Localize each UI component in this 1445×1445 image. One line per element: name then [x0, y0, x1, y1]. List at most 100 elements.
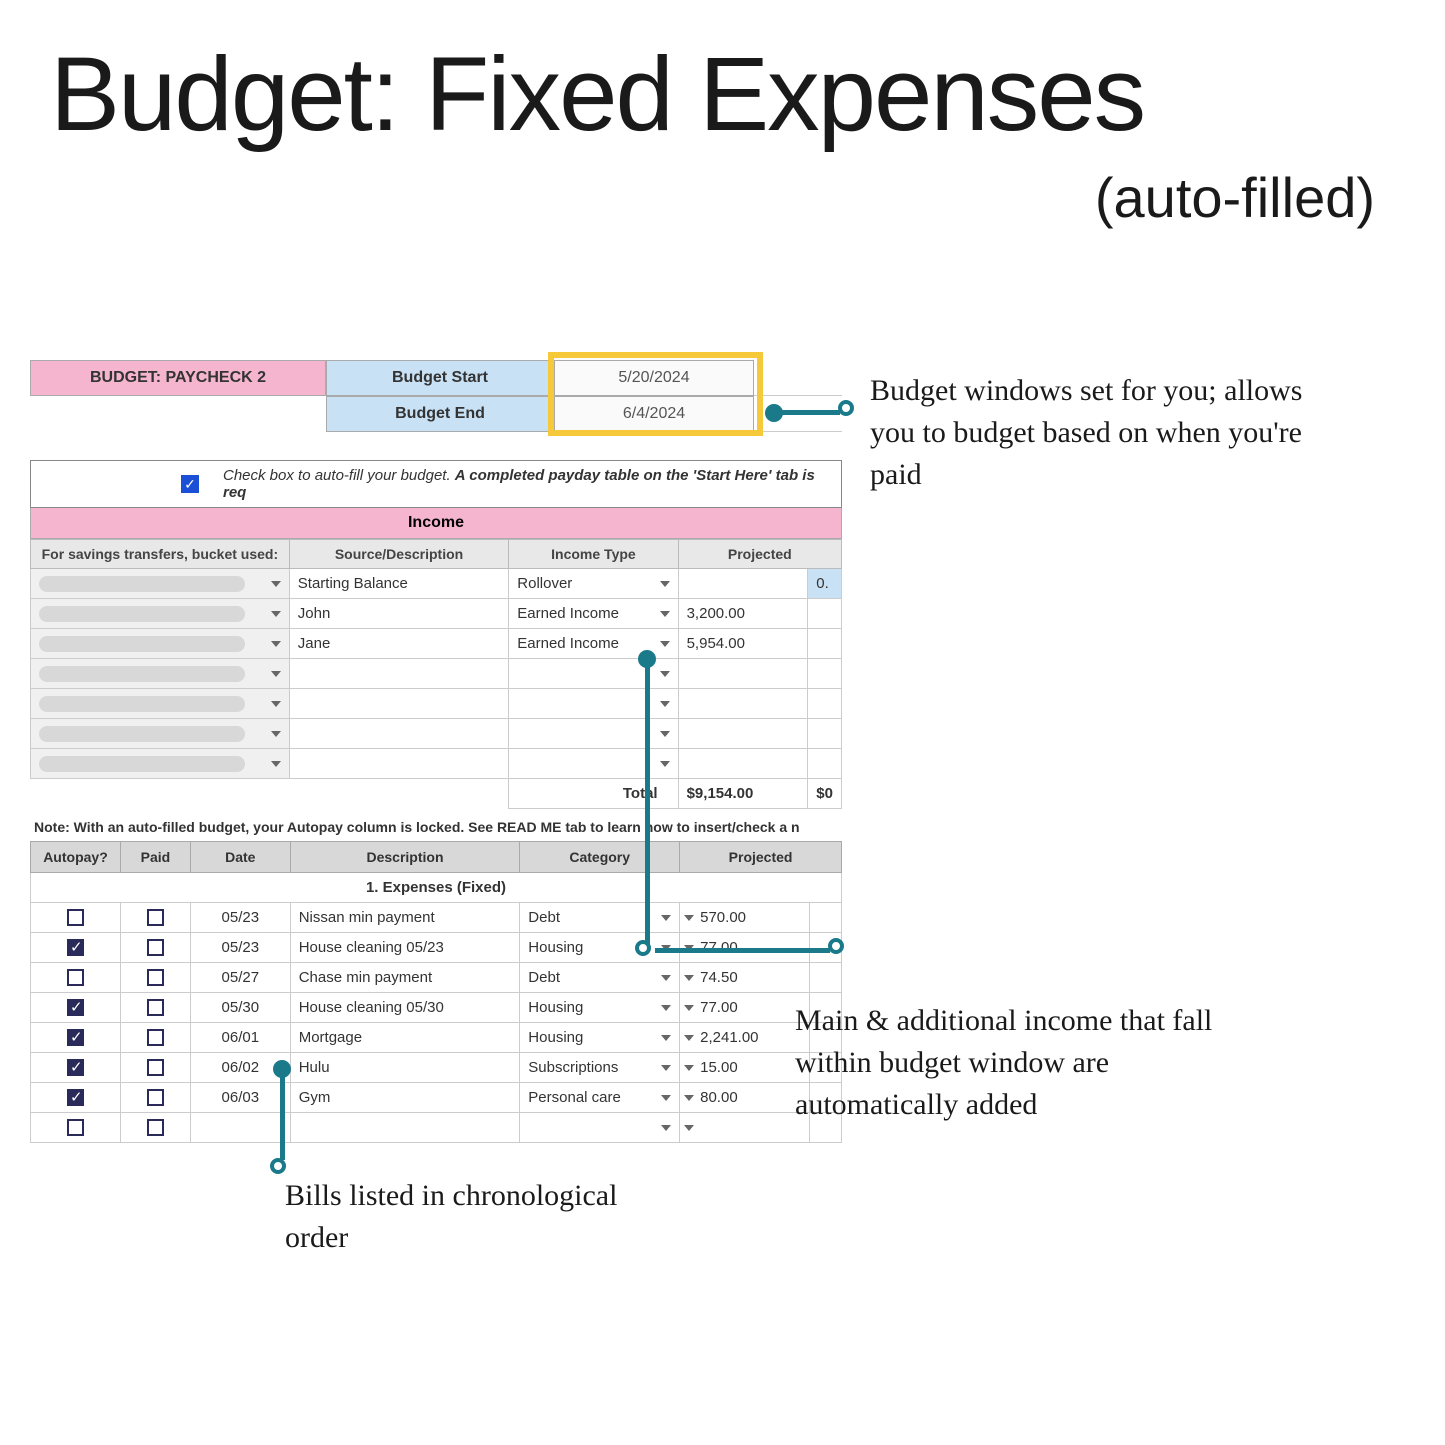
date-cell[interactable]	[190, 1113, 290, 1143]
projected-cell[interactable]: 2,241.00	[680, 1023, 810, 1053]
projected-cell[interactable]	[678, 569, 808, 599]
connector-dot	[765, 404, 783, 422]
projected-cell[interactable]: 80.00	[680, 1083, 810, 1113]
income-type-dropdown[interactable]	[509, 719, 678, 749]
date-cell[interactable]: 06/03	[190, 1083, 290, 1113]
bucket-dropdown[interactable]	[31, 719, 290, 749]
annotation-bills-order: Bills listed in chronological order	[285, 1175, 635, 1259]
chevron-down-icon	[271, 761, 281, 767]
bucket-dropdown[interactable]	[31, 599, 290, 629]
income-total-row: Total $9,154.00 $0	[31, 779, 842, 809]
projected-cell[interactable]: 5,954.00	[678, 629, 808, 659]
projected-cell[interactable]	[678, 749, 808, 779]
date-cell[interactable]: 06/01	[190, 1023, 290, 1053]
chevron-down-icon	[660, 671, 670, 677]
paid-checkbox[interactable]	[120, 1083, 190, 1113]
description-cell[interactable]: Hulu	[290, 1053, 520, 1083]
autopay-checkbox[interactable]	[31, 903, 121, 933]
income-type-dropdown[interactable]: Earned Income	[509, 599, 678, 629]
bucket-dropdown[interactable]	[31, 689, 290, 719]
col-source: Source/Description	[289, 540, 508, 569]
chevron-down-icon	[661, 1125, 671, 1131]
projected-cell[interactable]	[678, 719, 808, 749]
autopay-checkbox[interactable]	[31, 1083, 121, 1113]
category-dropdown[interactable]: Housing	[520, 993, 680, 1023]
paid-checkbox[interactable]	[120, 1113, 190, 1143]
category-dropdown[interactable]: Debt	[520, 903, 680, 933]
projected-cell[interactable]: 570.00	[680, 903, 810, 933]
source-cell[interactable]	[289, 719, 508, 749]
date-cell[interactable]: 05/23	[190, 933, 290, 963]
budget-start-date[interactable]: 5/20/2024	[554, 360, 754, 396]
paid-checkbox[interactable]	[120, 933, 190, 963]
projected-cell[interactable]: 15.00	[680, 1053, 810, 1083]
connector-ring	[270, 1158, 286, 1174]
paid-checkbox[interactable]	[120, 903, 190, 933]
source-cell[interactable]: Starting Balance	[289, 569, 508, 599]
autopay-checkbox[interactable]	[31, 993, 121, 1023]
bucket-dropdown[interactable]	[31, 659, 290, 689]
bucket-dropdown[interactable]	[31, 569, 290, 599]
category-dropdown[interactable]: Subscriptions	[520, 1053, 680, 1083]
description-cell[interactable]: House cleaning 05/23	[290, 933, 520, 963]
autopay-checkbox[interactable]	[31, 1023, 121, 1053]
col-bucket: For savings transfers, bucket used:	[31, 540, 290, 569]
autopay-checkbox[interactable]	[31, 963, 121, 993]
projected-cell[interactable]	[680, 1113, 810, 1143]
projected-cell[interactable]: 3,200.00	[678, 599, 808, 629]
right-edge-cell	[809, 963, 841, 993]
description-cell[interactable]: House cleaning 05/30	[290, 993, 520, 1023]
income-row: JohnEarned Income3,200.00	[31, 599, 842, 629]
connector-line	[280, 1070, 285, 1160]
income-type-dropdown[interactable]	[509, 689, 678, 719]
projected-cell[interactable]: 77.00	[680, 993, 810, 1023]
autofill-checkbox[interactable]	[181, 475, 199, 493]
col-category: Category	[520, 842, 680, 873]
category-dropdown[interactable]: Personal care	[520, 1083, 680, 1113]
chevron-down-icon	[661, 1095, 671, 1101]
annotation-budget-windows: Budget windows set for you; allows you t…	[870, 370, 1320, 496]
source-cell[interactable]: John	[289, 599, 508, 629]
expense-row: 05/23Nissan min paymentDebt570.00	[31, 903, 842, 933]
description-cell[interactable]	[290, 1113, 520, 1143]
source-cell[interactable]	[289, 689, 508, 719]
source-cell[interactable]	[289, 659, 508, 689]
income-type-dropdown[interactable]: Rollover	[509, 569, 678, 599]
category-dropdown[interactable]: Debt	[520, 963, 680, 993]
date-cell[interactable]: 05/30	[190, 993, 290, 1023]
autopay-checkbox[interactable]	[31, 1053, 121, 1083]
source-cell[interactable]: Jane	[289, 629, 508, 659]
category-dropdown[interactable]: Housing	[520, 1023, 680, 1053]
description-cell[interactable]: Mortgage	[290, 1023, 520, 1053]
date-cell[interactable]: 05/27	[190, 963, 290, 993]
paid-checkbox[interactable]	[120, 1023, 190, 1053]
date-cell[interactable]: 05/23	[190, 903, 290, 933]
paid-checkbox[interactable]	[120, 993, 190, 1023]
chevron-down-icon	[271, 731, 281, 737]
chevron-down-icon	[271, 641, 281, 647]
description-cell[interactable]: Nissan min payment	[290, 903, 520, 933]
projected-cell[interactable]	[678, 659, 808, 689]
income-total-value: $9,154.00	[678, 779, 808, 809]
col-exp-projected: Projected	[680, 842, 842, 873]
bucket-dropdown[interactable]	[31, 749, 290, 779]
description-cell[interactable]: Chase min payment	[290, 963, 520, 993]
autopay-checkbox[interactable]	[31, 933, 121, 963]
chevron-down-icon	[661, 915, 671, 921]
paid-checkbox[interactable]	[120, 1053, 190, 1083]
income-header: Income	[30, 508, 842, 539]
paid-checkbox[interactable]	[120, 963, 190, 993]
budget-end-date[interactable]: 6/4/2024	[554, 396, 754, 432]
autopay-checkbox[interactable]	[31, 1113, 121, 1143]
income-type-dropdown[interactable]	[509, 749, 678, 779]
description-cell[interactable]: Gym	[290, 1083, 520, 1113]
connector-line	[645, 660, 650, 950]
category-dropdown[interactable]	[520, 1113, 680, 1143]
income-row: Starting BalanceRollover0.	[31, 569, 842, 599]
autofill-text: Check box to auto-fill your budget. A co…	[223, 467, 831, 501]
source-cell[interactable]	[289, 749, 508, 779]
projected-cell[interactable]	[678, 689, 808, 719]
bucket-dropdown[interactable]	[31, 629, 290, 659]
expense-row: 06/02HuluSubscriptions15.00	[31, 1053, 842, 1083]
projected-cell[interactable]: 74.50	[680, 963, 810, 993]
